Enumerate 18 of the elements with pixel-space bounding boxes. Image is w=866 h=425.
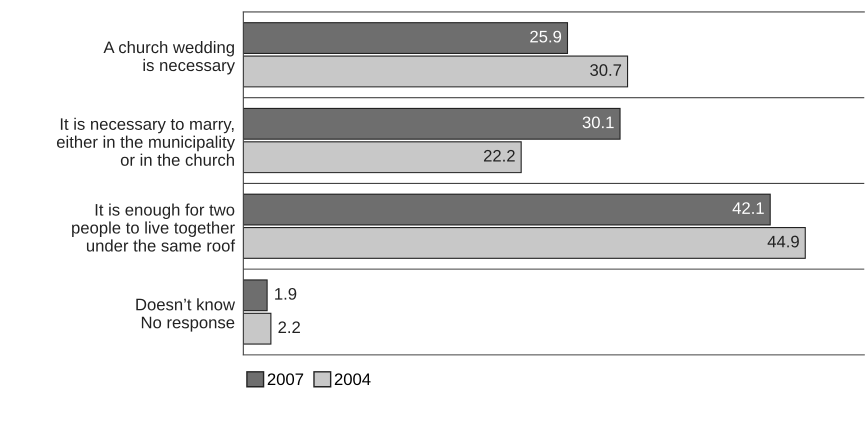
data-label: 1.9 xyxy=(275,288,296,300)
data-label: 25.9 xyxy=(530,30,562,43)
bar xyxy=(243,312,272,345)
data-label: 2.2 xyxy=(278,321,300,334)
y-tick-label: It is necessary to marry, either in the municipality or in the church xyxy=(56,118,235,166)
y-tick-label: Doesn’t know No response xyxy=(136,298,236,332)
data-label: 22.2 xyxy=(484,150,515,162)
data-label: 42.1 xyxy=(732,202,764,214)
y-tick-label: It is enough for two people to live together under the same roof xyxy=(72,203,236,252)
bar xyxy=(243,141,522,174)
bar xyxy=(243,108,621,140)
bar xyxy=(243,279,268,312)
data-label: 44.9 xyxy=(768,236,799,248)
y-tick-label: A church wedding is necessary xyxy=(103,40,235,74)
legend-label: 2004 xyxy=(334,373,371,386)
data-label: 30.7 xyxy=(590,64,622,76)
data-label: 30.1 xyxy=(582,116,614,128)
legend-label: 2007 xyxy=(268,373,304,386)
